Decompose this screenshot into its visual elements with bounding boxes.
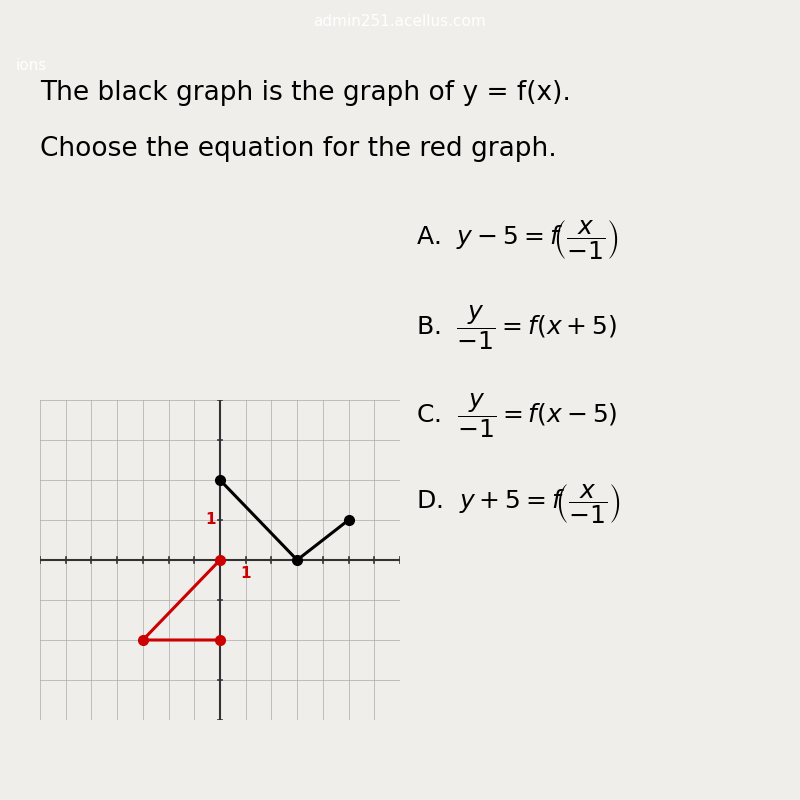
Text: ions: ions	[16, 58, 47, 74]
Text: admin251.acellus.com: admin251.acellus.com	[314, 14, 486, 30]
Text: A.  $y - 5 = f\!\left(\dfrac{x}{-1}\right)$: A. $y - 5 = f\!\left(\dfrac{x}{-1}\right…	[416, 218, 618, 262]
Text: 1: 1	[206, 513, 216, 527]
Text: D.  $y + 5 = f\!\left(\dfrac{x}{-1}\right)$: D. $y + 5 = f\!\left(\dfrac{x}{-1}\right…	[416, 482, 621, 526]
Text: The black graph is the graph of y = f(x).: The black graph is the graph of y = f(x)…	[40, 80, 571, 106]
Text: Choose the equation for the red graph.: Choose the equation for the red graph.	[40, 136, 557, 162]
Text: C.  $\dfrac{y}{-1} = f(x - 5)$: C. $\dfrac{y}{-1} = f(x - 5)$	[416, 391, 618, 441]
Text: B.  $\dfrac{y}{-1} = f(x + 5)$: B. $\dfrac{y}{-1} = f(x + 5)$	[416, 303, 618, 353]
Text: 1: 1	[241, 566, 251, 581]
